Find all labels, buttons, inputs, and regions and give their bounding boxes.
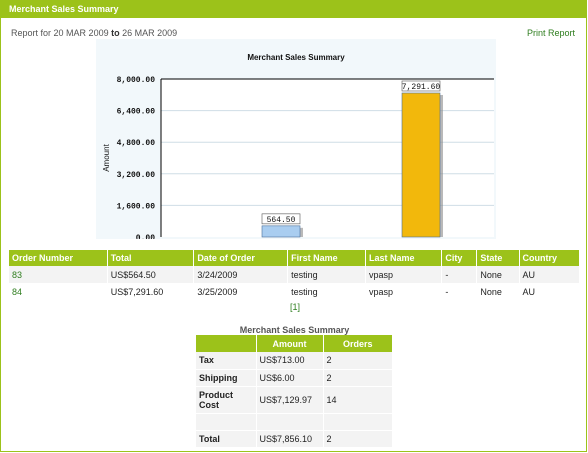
report-to-date: 26 MAR 2009 <box>122 28 178 38</box>
y-tick-label: 1,600.00 <box>117 202 156 211</box>
report-date-range: Report for 20 MAR 2009 to 26 MAR 2009 <box>11 28 177 38</box>
table-cell[interactable]: 84 <box>9 283 108 300</box>
sales-chart: Merchant Sales Summary 8,000.00 6,400.00 4… <box>96 39 496 239</box>
table-cell: testing <box>287 266 367 283</box>
summary-cell: Tax <box>196 352 257 370</box>
y-tick-label: 0.00 <box>136 234 155 239</box>
pagination[interactable]: [1] <box>289 302 300 312</box>
plot-area <box>161 79 494 237</box>
table-cell: US$564.50 <box>107 266 195 283</box>
summary-cell: Product Cost <box>196 386 257 414</box>
bar-value-box <box>261 213 301 225</box>
summary-row: Product Cost US$7,129.97 14 <box>196 386 393 414</box>
table-cell: vpasp <box>365 266 443 283</box>
orders-column-header[interactable]: Date of Order <box>193 250 289 266</box>
summary-cell: 14 <box>323 386 393 414</box>
summary-cell <box>196 413 257 431</box>
summary-cell: US$7,856.10 <box>256 430 324 448</box>
y-tick-label: 6,400.00 <box>117 108 156 117</box>
summary-cell: 2 <box>323 352 393 370</box>
y-tick-label: 4,800.00 <box>117 139 156 148</box>
summary-column-header: Amount <box>256 335 324 352</box>
bar-value-box <box>401 80 441 92</box>
orders-column-header[interactable]: State <box>476 250 520 266</box>
panel-title: Merchant Sales Summary <box>1 1 586 18</box>
table-cell: US$7,291.60 <box>107 283 195 300</box>
table-row: 84 US$7,291.60 3/25/2009 testing vpasp - None A… <box>9 283 581 300</box>
summary-cell: Shipping <box>196 369 257 387</box>
y-tick-label: 8,000.00 <box>117 76 156 85</box>
summary-column-header <box>196 335 257 352</box>
report-from-date: 20 MAR 2009 <box>53 28 109 38</box>
summary-cell <box>323 413 393 431</box>
summary-cell: Total <box>196 430 257 448</box>
chart-title: Merchant Sales Summary <box>247 53 345 62</box>
orders-column-header[interactable]: Order Number <box>9 250 108 266</box>
orders-column-header[interactable]: Last Name <box>365 250 443 266</box>
table-cell: AU <box>519 283 581 300</box>
table-cell: vpasp <box>365 283 443 300</box>
table-row: 83 US$564.50 3/24/2009 testing vpasp - None AU <box>9 266 581 283</box>
summary-title: Merchant Sales Summary <box>239 325 350 335</box>
report-to-word: to <box>111 28 120 38</box>
table-cell: None <box>476 266 520 283</box>
table-cell: None <box>476 283 520 300</box>
bar <box>261 225 301 238</box>
table-cell: 3/25/2009 <box>193 283 289 300</box>
y-axis-label: Amount <box>102 143 111 171</box>
bar-value-label: 564.50 <box>267 216 296 225</box>
print-report-link[interactable]: Print Report <box>526 28 575 38</box>
summary-cell: US$713.00 <box>256 352 324 370</box>
summary-table: Amount Orders Tax US$713.00 2 Shipping US$6.0… <box>196 335 393 448</box>
summary-row: Shipping US$6.00 2 <box>196 369 393 387</box>
orders-column-header[interactable]: Country <box>519 250 581 266</box>
summary-header-row: Amount Orders <box>196 335 393 352</box>
orders-header-row: Order Number Total Date of Order First Name… <box>9 250 581 266</box>
summary-row <box>196 413 393 431</box>
report-prefix: Report for <box>11 28 52 38</box>
summary-column-header: Orders <box>323 335 393 352</box>
orders-column-header[interactable]: First Name <box>287 250 367 266</box>
summary-row: Tax US$713.00 2 <box>196 352 393 370</box>
summary-cell <box>256 413 324 431</box>
table-cell[interactable]: 83 <box>9 266 108 283</box>
order-number-link[interactable]: 84 <box>12 286 23 297</box>
summary-cell: 2 <box>323 430 393 448</box>
table-cell: AU <box>519 266 581 283</box>
summary-row: Total US$7,856.10 2 <box>196 430 393 448</box>
y-tick-label: 3,200.00 <box>117 171 156 180</box>
table-cell: testing <box>287 283 367 300</box>
table-cell: - <box>441 266 478 283</box>
summary-cell: US$7,129.97 <box>256 386 324 414</box>
orders-column-header[interactable]: City <box>441 250 478 266</box>
chart-canvas: 8,000.00 6,400.00 4,800.00 3,200.00 1,600.00… <box>102 76 494 239</box>
table-cell: - <box>441 283 478 300</box>
bar <box>401 92 441 238</box>
orders-column-header[interactable]: Total <box>107 250 195 266</box>
table-cell: 3/24/2009 <box>193 266 289 283</box>
bar-value-label: 7,291.60 <box>402 83 441 92</box>
summary-cell: US$6.00 <box>256 369 324 387</box>
orders-table: Order Number Total Date of Order First Name… <box>9 250 581 300</box>
summary-cell: 2 <box>323 369 393 387</box>
order-number-link[interactable]: 83 <box>12 269 23 280</box>
